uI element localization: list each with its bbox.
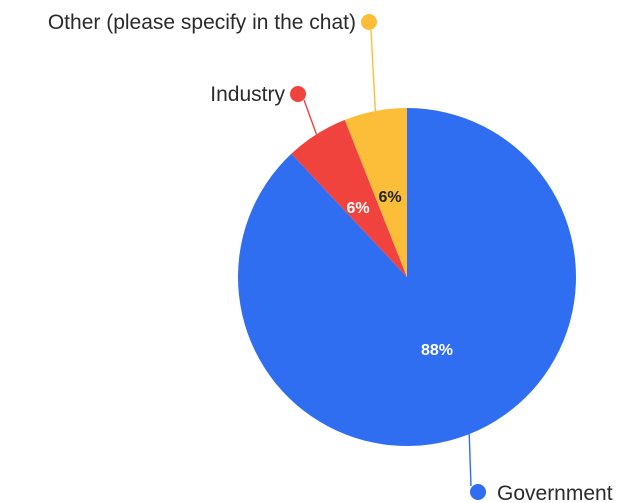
- labels: 88% Government 6% Industry 6% Other (please s…: [48, 11, 613, 503]
- callout-lines: [303, 29, 472, 487]
- pie-slice-government: [237, 108, 576, 447]
- data-label-other-please-specify-in-the-chat: 6%: [378, 189, 401, 206]
- data-label-government: 88%: [421, 342, 453, 359]
- callout-line-government: [468, 434, 472, 487]
- callout-line-industry: [303, 99, 318, 135]
- data-label-industry: 6%: [346, 200, 369, 217]
- legend-label-industry: Industry: [210, 83, 285, 106]
- legend-dot-other-please-specify-in-the-chat: [361, 14, 377, 30]
- pie-slice-industry: [291, 119, 407, 278]
- callout-line-other-please-specify-in-the-chat: [370, 29, 377, 112]
- legend-dot-government: [470, 484, 486, 500]
- legend-dot-industry: [290, 86, 306, 102]
- pie-slice-other-please-specify-in-the-chat: [344, 108, 407, 277]
- slices: [237, 108, 576, 447]
- legend-label-government: Government: [497, 482, 613, 503]
- legend-label-other-please-specify-in-the-chat: Other (please specify in the chat): [48, 11, 356, 34]
